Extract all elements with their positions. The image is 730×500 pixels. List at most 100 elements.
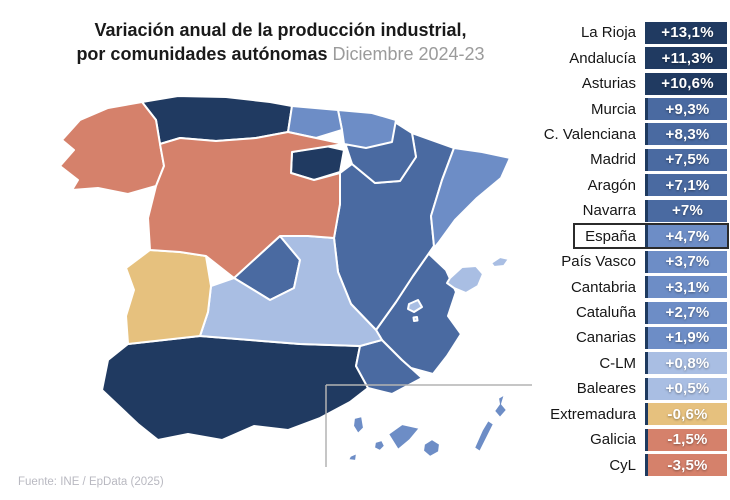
chart-title: Variación anual de la producción industr… [28, 18, 533, 66]
list-rowbox: Galicia -1,5% [580, 428, 727, 451]
list-rowbox: Asturias +10,6% [571, 72, 727, 95]
list-rowbox: Murcia +9,3% [580, 98, 727, 121]
list-row-asturias: Asturias +10,6% [534, 71, 727, 96]
value-badge-aragon: +7,1% [645, 174, 727, 197]
list-rowbox-highlighted: España +4,7% [573, 223, 729, 250]
value-badge-extremadura: -0,6% [645, 403, 727, 426]
list-row-canarias: Canarias +1,9% [534, 325, 727, 350]
value-badge-baleares: +0,5% [645, 377, 727, 400]
map-region-baleares [490, 256, 510, 268]
map-region-baleares [412, 316, 419, 322]
map-region-canarias [373, 439, 386, 452]
value-badge-espana: +4,7% [645, 225, 727, 248]
list-row-aragon: Aragón +7,1% [534, 173, 727, 198]
region-label-madrid: Madrid [590, 151, 636, 169]
map-region-canarias [473, 419, 495, 453]
value-badge-cyl: -3,5% [645, 454, 727, 477]
map-regions [59, 95, 511, 462]
map-region-cyl [147, 131, 345, 279]
value-badge-andalucia: +11,3% [645, 47, 727, 70]
value-badge-cantabria: +3,1% [645, 276, 727, 299]
map-region-extremadura [125, 249, 212, 345]
list-rowbox: Navarra +7% [572, 199, 727, 222]
list-row-clm: C-LM +0,8% [534, 351, 727, 376]
list-rowbox: Cantabria +3,1% [560, 276, 727, 299]
list-row-espana: España +4,7% [534, 223, 729, 250]
list-row-galicia: Galicia -1,5% [534, 427, 727, 452]
map-region-cantabria [287, 105, 343, 139]
list-rowbox: Aragón +7,1% [577, 174, 727, 197]
list-rowbox: C-LM +0,8% [589, 352, 727, 375]
map-region-canarias [493, 393, 508, 419]
region-label-cantabria: Cantabria [570, 278, 636, 296]
list-row-larioja: La Rioja +13,1% [534, 20, 727, 45]
region-label-cataluna: Cataluña [575, 304, 636, 322]
canary-inset-frame [325, 384, 532, 467]
list-row-cataluna: Cataluña +2,7% [534, 300, 727, 325]
region-label-baleares: Baleares [576, 380, 636, 398]
list-rowbox: C. Valenciana +8,3% [533, 123, 727, 146]
list-row-baleares: Baleares +0,5% [534, 376, 727, 401]
map-region-baleares [446, 265, 484, 294]
list-rowbox: Madrid +7,5% [580, 148, 727, 171]
value-badge-canarias: +1,9% [645, 326, 727, 349]
list-row-murcia: Murcia +9,3% [534, 96, 727, 121]
region-label-navarra: Navarra [582, 202, 636, 220]
region-label-cyl: CyL [609, 456, 636, 474]
list-row-madrid: Madrid +7,5% [534, 147, 727, 172]
list-row-paisvasco: País Vasco +3,7% [534, 249, 727, 274]
region-label-aragon: Aragón [587, 176, 636, 194]
map-region-canarias [422, 438, 441, 458]
list-row-andalucia: Andalucía +11,3% [534, 45, 727, 70]
region-label-larioja: La Rioja [580, 24, 636, 42]
region-label-galicia: Galicia [590, 431, 636, 449]
region-label-paisvasco: País Vasco [561, 253, 636, 271]
ranking-list: La Rioja +13,1% Andalucía +11,3% Asturias +10… [533, 20, 729, 478]
region-label-asturias: Asturias [581, 75, 636, 93]
region-label-murcia: Murcia [590, 100, 636, 118]
list-rowbox: Canarias +1,9% [565, 326, 727, 349]
list-row-navarra: Navarra +7% [534, 198, 727, 223]
region-label-espana: España [585, 227, 636, 245]
map-region-cataluna [428, 147, 511, 255]
region-label-andalucia: Andalucía [569, 49, 636, 67]
list-rowbox: Extremadura -0,6% [540, 403, 727, 426]
chart-subtitle-period: Diciembre 2024-23 [327, 44, 485, 64]
spain-choropleth-map [30, 88, 535, 473]
value-badge-asturias: +10,6% [645, 72, 727, 95]
map-region-andalucia [101, 335, 369, 441]
map-region-baleares [407, 299, 423, 313]
chart-title-line1: Variación anual de la producción industr… [94, 20, 467, 40]
region-label-valenciana: C. Valenciana [543, 125, 636, 143]
value-badge-larioja: +13,1% [645, 21, 727, 44]
region-label-canarias: Canarias [575, 329, 636, 347]
region-label-extremadura: Extremadura [550, 405, 636, 423]
list-rowbox: País Vasco +3,7% [551, 250, 727, 273]
list-row-extremadura: Extremadura -0,6% [534, 402, 727, 427]
list-rowbox: Andalucía +11,3% [559, 47, 727, 70]
map-region-paisvasco [337, 109, 397, 149]
value-badge-navarra: +7% [645, 199, 727, 222]
map-region-canarias [387, 423, 421, 451]
value-badge-clm: +0,8% [645, 352, 727, 375]
value-badge-murcia: +9,3% [645, 98, 727, 121]
list-rowbox: La Rioja +13,1% [570, 21, 727, 44]
list-rowbox: CyL -3,5% [599, 454, 727, 477]
spain-map-svg [59, 95, 532, 467]
value-badge-paisvasco: +3,7% [645, 250, 727, 273]
source-credit: Fuente: INE / EpData (2025) [18, 476, 164, 488]
map-region-galicia [59, 101, 165, 195]
chart-title-line2: por comunidades autónomas [76, 44, 328, 64]
list-rowbox: Baleares +0,5% [566, 377, 727, 400]
list-row-cantabria: Cantabria +3,1% [534, 274, 727, 299]
value-badge-valenciana: +8,3% [645, 123, 727, 146]
value-badge-galicia: -1,5% [645, 428, 727, 451]
map-region-canarias [352, 415, 365, 435]
value-badge-cataluna: +2,7% [645, 301, 727, 324]
map-region-canarias [347, 452, 358, 462]
list-rowbox: Cataluña +2,7% [565, 301, 727, 324]
list-row-valenciana: C. Valenciana +8,3% [533, 122, 727, 147]
region-label-clm: C-LM [599, 354, 636, 372]
value-badge-madrid: +7,5% [645, 148, 727, 171]
